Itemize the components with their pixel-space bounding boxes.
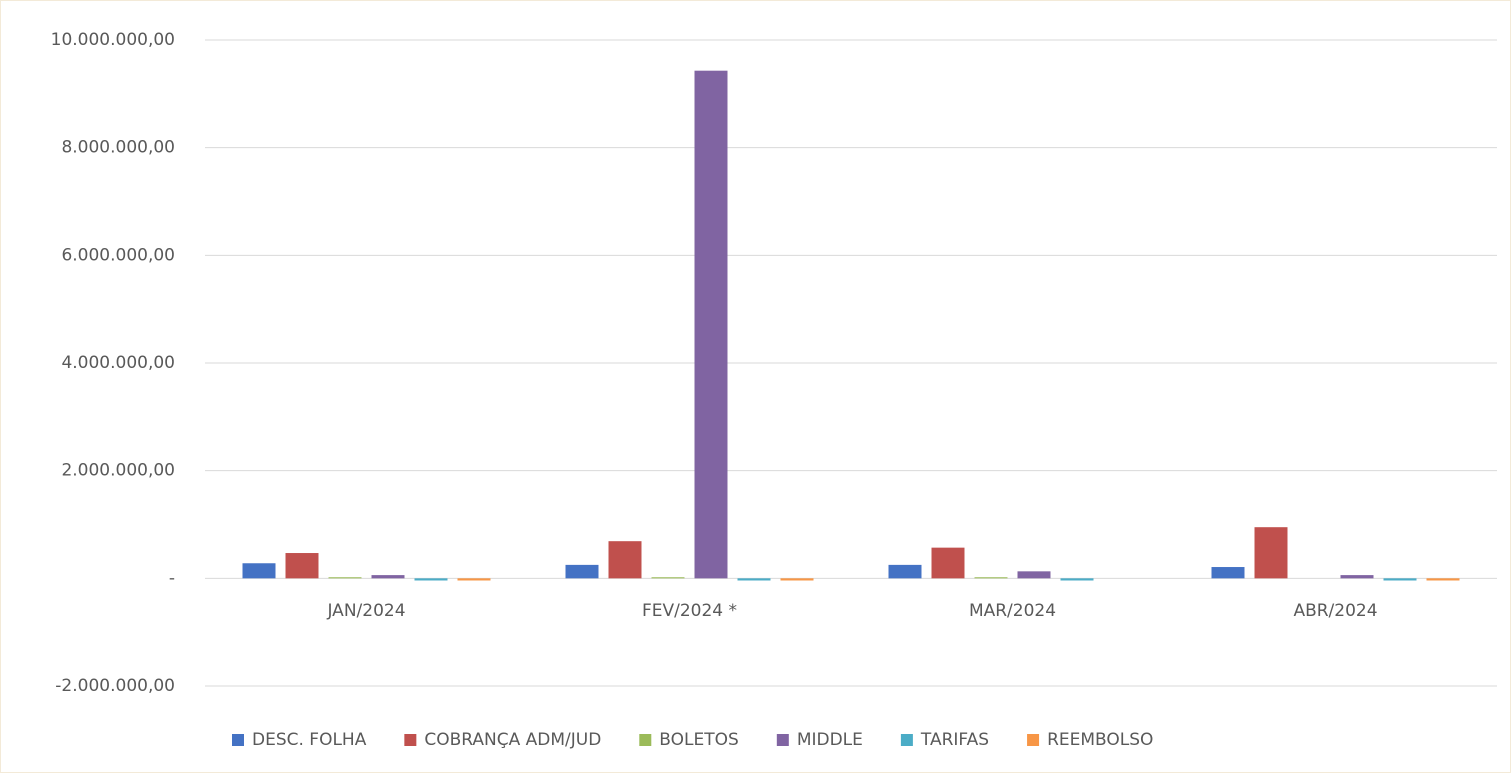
y-tick-label: -	[169, 568, 175, 588]
y-tick-label: 10.000.000,00	[51, 30, 175, 50]
bar	[1426, 578, 1460, 581]
bar	[608, 541, 642, 579]
bar	[780, 578, 814, 581]
bar	[457, 578, 491, 581]
bar	[371, 575, 405, 579]
legend-label: MIDDLE	[797, 730, 863, 750]
bar	[1340, 575, 1374, 579]
legend-swatch	[639, 734, 652, 746]
y-tick-label: 2.000.000,00	[61, 461, 175, 481]
legend-label: DESC. FOLHA	[252, 730, 367, 750]
x-tick-label: FEV/2024 *	[642, 601, 737, 621]
x-tick-label: JAN/2024	[326, 601, 405, 621]
y-tick-label: 8.000.000,00	[61, 138, 175, 158]
legend-label: COBRANÇA ADM/JUD	[424, 730, 601, 750]
legend-label: REEMBOLSO	[1047, 730, 1153, 750]
legend-swatch	[776, 734, 789, 746]
legend-swatch	[232, 734, 244, 746]
bar	[974, 577, 1008, 579]
bar	[931, 547, 965, 579]
legend-swatch	[404, 734, 417, 746]
legend-label: BOLETOS	[659, 730, 739, 750]
bar	[565, 564, 599, 579]
bar	[1060, 578, 1094, 581]
bar	[285, 553, 319, 579]
bar	[737, 578, 771, 581]
x-tick-label: ABR/2024	[1293, 601, 1377, 621]
bar	[651, 577, 685, 579]
y-tick-label: 6.000.000,00	[61, 245, 175, 265]
legend-label: TARIFAS	[920, 730, 989, 750]
bar	[242, 563, 276, 579]
legend-swatch	[1027, 734, 1040, 746]
bar	[328, 577, 362, 579]
bar	[414, 578, 448, 581]
bar	[1017, 571, 1051, 579]
x-tick-label: MAR/2024	[969, 601, 1056, 621]
bar	[888, 564, 922, 579]
y-tick-label: 4.000.000,00	[61, 353, 175, 373]
bar	[1383, 578, 1417, 581]
legend-swatch	[900, 734, 913, 746]
bar	[1211, 567, 1245, 579]
bar	[694, 70, 728, 579]
bar	[1254, 527, 1288, 579]
y-tick-label: -2.000.000,00	[55, 676, 175, 696]
